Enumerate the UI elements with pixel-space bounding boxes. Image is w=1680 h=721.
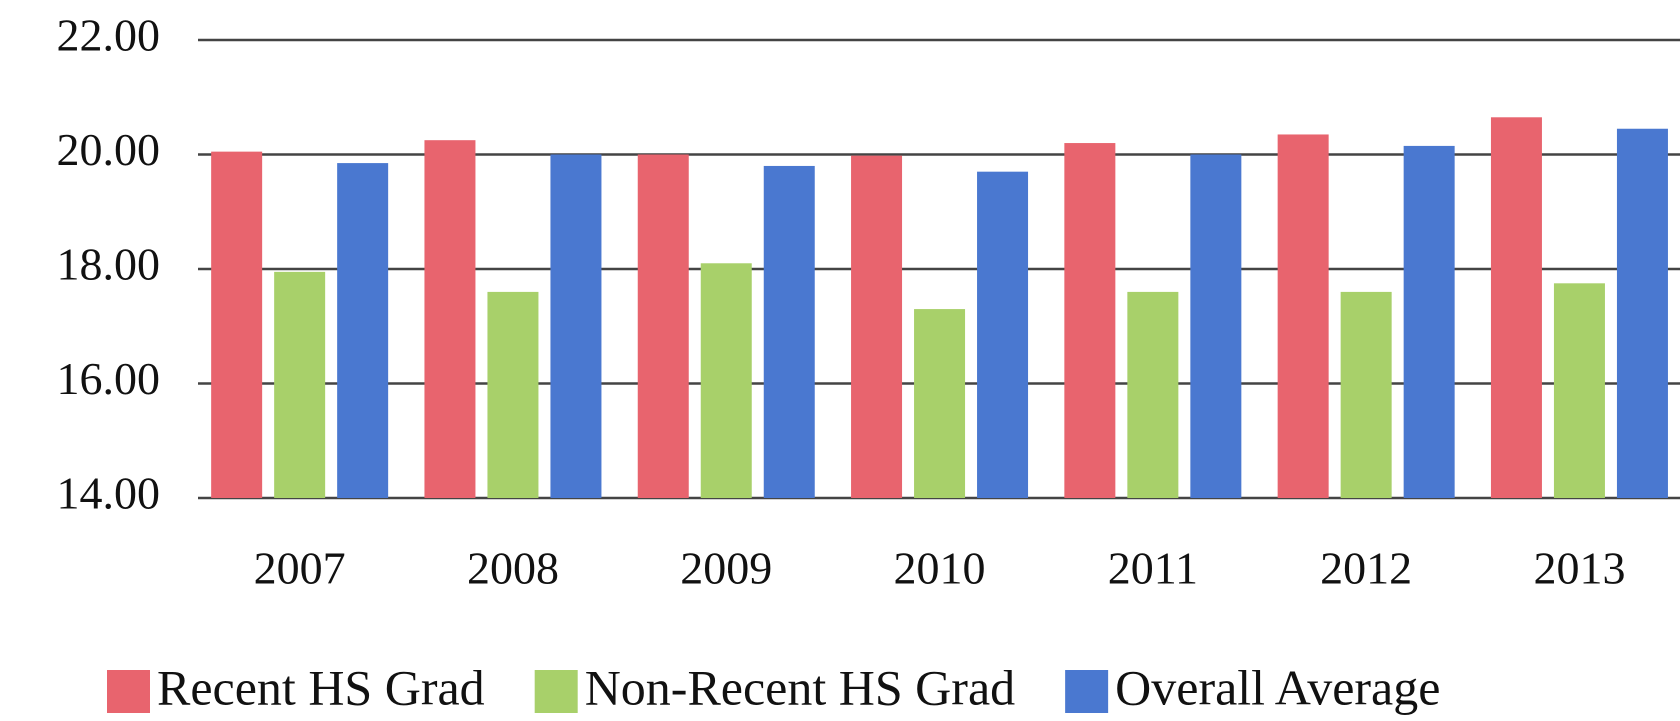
y-tick-label: 14.00: [57, 468, 161, 519]
bar: [1064, 143, 1116, 499]
x-tick-label: 2013: [1533, 543, 1625, 594]
legend-swatch: [107, 670, 150, 713]
bar: [1340, 291, 1392, 498]
x-tick-label: 2012: [1320, 543, 1412, 594]
bar: [274, 271, 326, 498]
x-tick-label: 2007: [254, 543, 346, 594]
bar: [487, 291, 539, 498]
bar: [1403, 145, 1455, 498]
legend-label: Recent HS Grad: [157, 659, 485, 715]
y-tick-label: 22.00: [57, 10, 161, 61]
bar: [211, 151, 263, 498]
x-tick-label: 2010: [894, 543, 986, 594]
bar: [700, 263, 752, 498]
bar: [1277, 134, 1329, 498]
bar: [1616, 128, 1668, 499]
bar: [763, 165, 815, 498]
y-tick-label: 18.00: [57, 239, 161, 290]
legend-swatch: [534, 670, 578, 713]
bar: [424, 140, 476, 498]
bar: [1490, 117, 1542, 498]
bar: [550, 154, 602, 498]
legend-label: Non-Recent HS Grad: [585, 659, 1015, 715]
x-tick-label: 2008: [467, 543, 559, 594]
x-tick-label: 2011: [1108, 543, 1198, 594]
y-tick-label: 16.00: [57, 353, 161, 404]
bar: [1190, 154, 1242, 498]
y-tick-label: 20.00: [57, 124, 161, 175]
bar: [1553, 283, 1605, 498]
bar: [337, 163, 389, 498]
x-tick-label: 2009: [680, 543, 772, 594]
bar: [977, 171, 1029, 499]
bar: [851, 155, 903, 498]
bar: [914, 309, 966, 498]
legend-label: Overall Average: [1115, 659, 1440, 715]
bar: [1127, 291, 1179, 498]
bar: [637, 154, 689, 498]
legend-swatch: [1065, 670, 1109, 713]
